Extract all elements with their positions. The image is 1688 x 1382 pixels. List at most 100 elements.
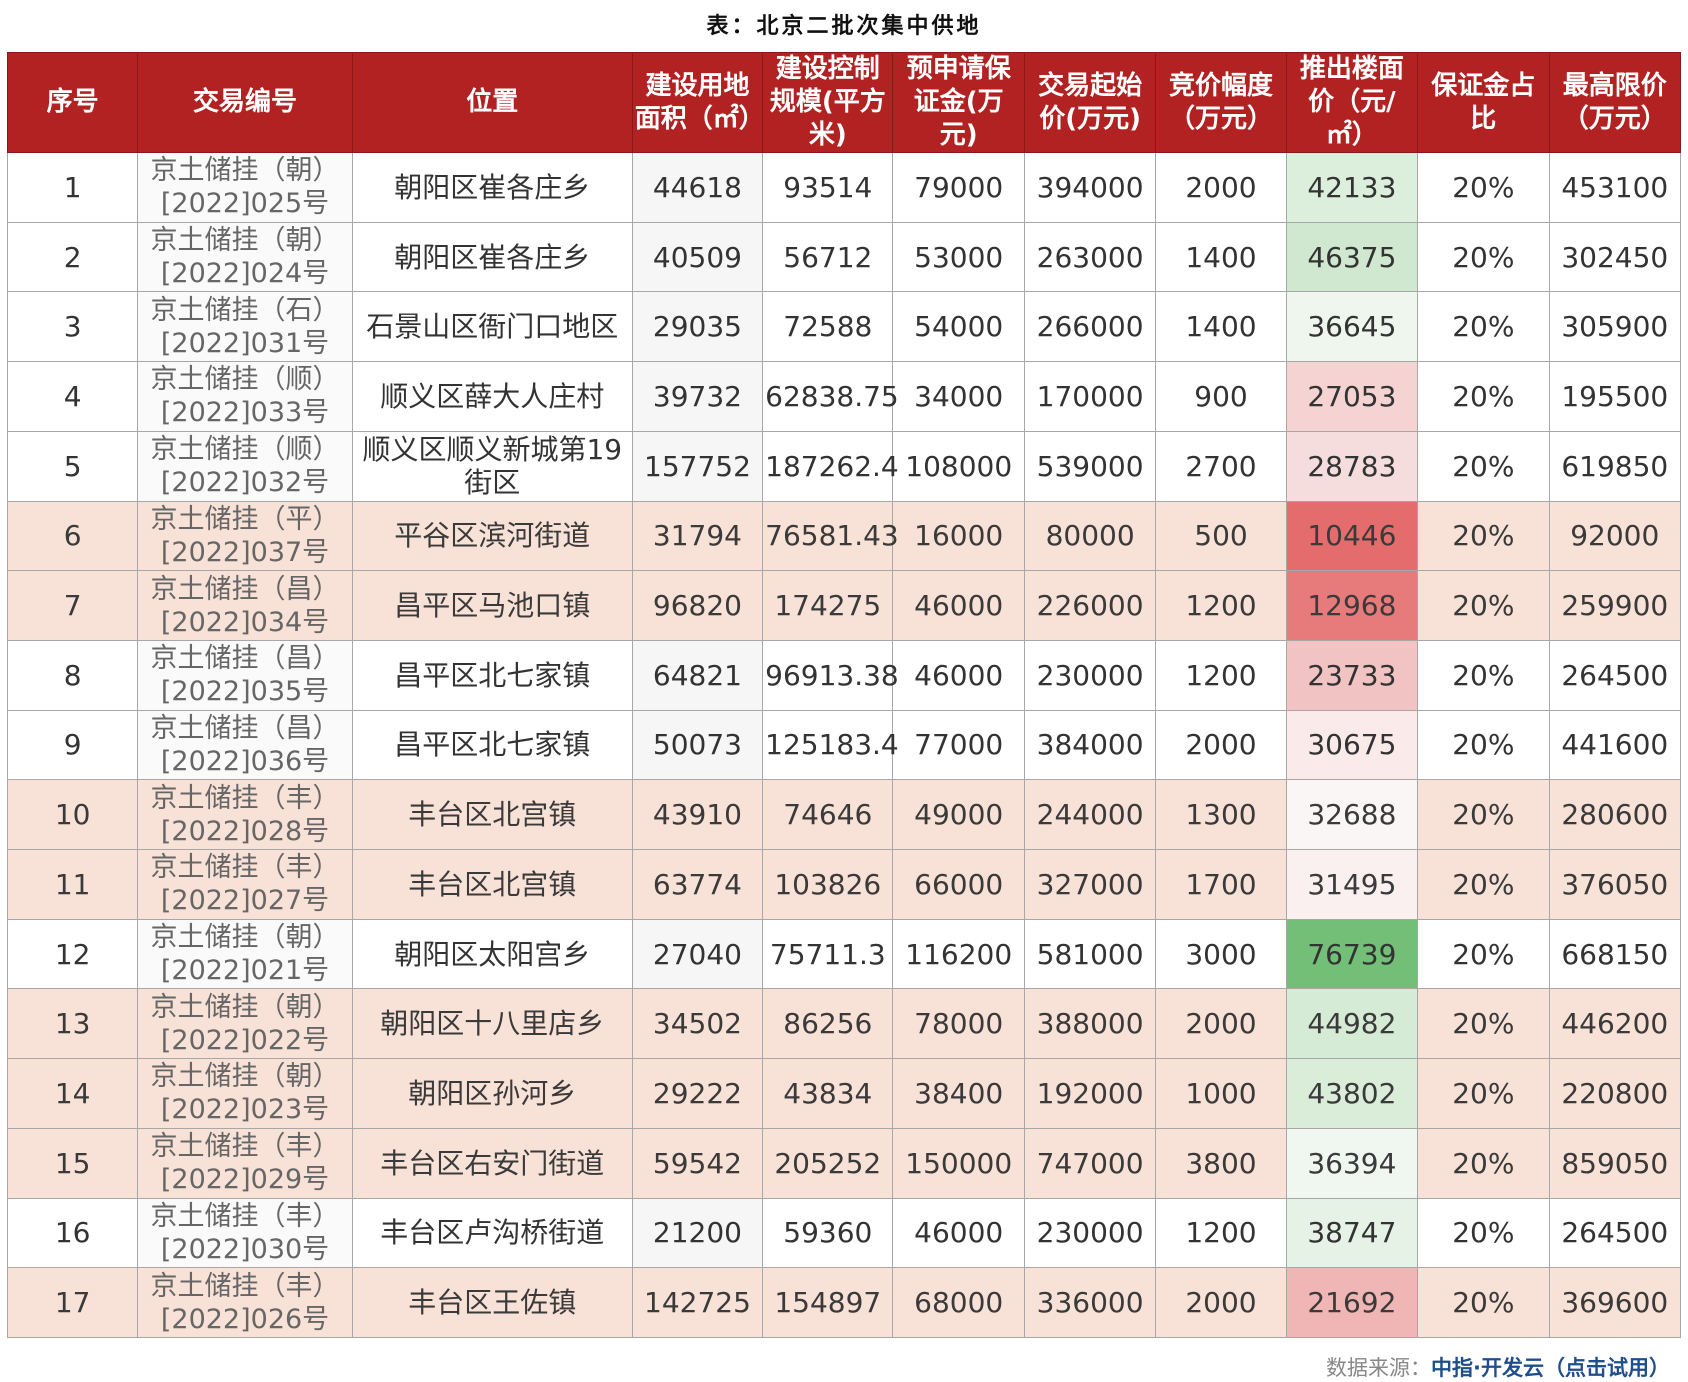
location-cell: 朝阳区太阳宫乡 [351,918,633,990]
floor-price-cell: 27053 [1285,361,1419,432]
build-scale-cell: 205252 [762,1127,894,1199]
header-cell: 预申请保证金(万元) [892,52,1025,153]
start-price-cell: 244000 [1023,779,1157,851]
start-price-cell: 266000 [1023,291,1157,363]
row-number-cell: 2 [6,221,139,293]
land-area-cell: 44618 [631,152,764,223]
land-area-cell: 39732 [631,361,764,432]
row-number-cell: 7 [6,570,139,641]
trade-code-cell: 京土储挂（昌） [2022]036号 [137,709,353,781]
start-price-cell: 80000 [1023,500,1157,572]
location-cell: 丰台区北宫镇 [351,779,633,851]
trade-code-line: [2022]034号 [160,606,330,638]
max-price-cell: 441600 [1548,709,1682,781]
build-scale-cell: 76581.43 [762,500,899,572]
deposit-ratio-cell: 20% [1417,570,1550,641]
floor-price-cell: 38747 [1285,1197,1419,1269]
table-row: 8 京土储挂（昌） [2022]035号 昌平区北七家镇 64821 96913.38 46… [6,639,1682,711]
location-cell: 朝阳区崔各庄乡 [351,221,633,293]
table-row: 3 京土储挂（石） [2022]031号 石景山区衙门口地区 29035 72588 540… [6,291,1682,363]
trade-code-line: 京土储挂（顺） [150,434,340,466]
land-area-cell: 142725 [631,1267,764,1338]
start-price-cell: 170000 [1023,361,1157,432]
deposit-cell: 78000 [892,988,1025,1060]
bid-step-cell: 2700 [1155,430,1287,502]
table-row: 7 京土储挂（昌） [2022]034号 昌平区马池口镇 96820 174275 4600… [6,570,1682,641]
bid-step-cell: 1200 [1155,570,1287,641]
build-scale-cell: 187262.4 [762,430,899,502]
trade-code-line: 京土储挂（平） [150,503,340,535]
table-row: 10 京土储挂（丰） [2022]028号 丰台区北宫镇 43910 74646 49000… [6,779,1682,851]
deposit-ratio-cell: 20% [1417,1197,1550,1269]
max-price-cell: 446200 [1548,988,1682,1060]
table-row: 16 京土储挂（丰） [2022]030号 丰台区卢沟桥街道 21200 59360 460… [6,1197,1682,1269]
deposit-cell: 54000 [892,291,1025,363]
table-row: 1 京土储挂（朝） [2022]025号 朝阳区崔各庄乡 44618 93514 79000… [6,152,1682,223]
trade-code-line: [2022]021号 [160,955,330,987]
trade-code-cell: 京土储挂（平） [2022]037号 [137,500,353,572]
bid-step-cell: 3800 [1155,1127,1287,1199]
header-cell: 最高限价（万元） [1548,52,1682,153]
row-number-cell: 11 [6,849,139,920]
trade-code-line: [2022]025号 [160,188,330,220]
floor-price-cell: 30675 [1285,709,1419,781]
deposit-ratio-cell: 20% [1417,988,1550,1060]
table-row: 5 京土储挂（顺） [2022]032号 顺义区顺义新城第19街区 157752 1872… [6,430,1682,502]
table-row: 2 京土储挂（朝） [2022]024号 朝阳区崔各庄乡 40509 56712 53000… [6,221,1682,293]
trade-code-line: 京土储挂（丰） [150,1270,340,1302]
trade-code-line: [2022]035号 [160,676,330,708]
deposit-ratio-cell: 20% [1417,709,1550,781]
table-row: 12 京土储挂（朝） [2022]021号 朝阳区太阳宫乡 27040 75711.3 11… [6,918,1682,990]
floor-price-cell: 21692 [1285,1267,1419,1338]
bid-step-cell: 2000 [1155,988,1287,1060]
deposit-cell: 77000 [892,709,1025,781]
max-price-cell: 259900 [1548,570,1682,641]
build-scale-cell: 96913.38 [762,639,899,711]
bid-step-cell: 2000 [1155,1267,1287,1338]
row-number-cell: 14 [6,1058,139,1129]
max-price-cell: 369600 [1548,1267,1682,1338]
deposit-ratio-cell: 20% [1417,361,1550,432]
bid-step-cell: 1000 [1155,1058,1287,1129]
trade-code-cell: 京土储挂（昌） [2022]034号 [137,570,353,641]
max-price-cell: 264500 [1548,1197,1682,1269]
row-number-cell: 4 [6,361,139,432]
bid-step-cell: 1400 [1155,291,1287,363]
floor-price-cell: 46375 [1285,221,1419,293]
location-cell: 顺义区薛大人庄村 [351,361,633,432]
row-number-cell: 16 [6,1197,139,1269]
trade-code-cell: 京土储挂（丰） [2022]028号 [137,779,353,851]
trade-code-cell: 京土储挂（昌） [2022]035号 [137,639,353,711]
source-brand-link[interactable]: 中指·开发云（点击试用） [1431,1356,1670,1380]
trade-code-cell: 京土储挂（朝） [2022]025号 [137,152,353,223]
trade-code-line: 京土储挂（石） [150,294,340,326]
start-price-cell: 192000 [1023,1058,1157,1129]
source-label: 数据来源： [1326,1356,1432,1380]
start-price-cell: 388000 [1023,988,1157,1060]
location-cell: 丰台区卢沟桥街道 [351,1197,633,1269]
trade-code-line: [2022]028号 [160,815,330,847]
trade-code-line: 京土储挂（昌） [150,643,340,675]
land-area-cell: 31794 [631,500,764,572]
deposit-cell: 46000 [892,1197,1025,1269]
data-source-footer: 数据来源：中指·开发云（点击试用） [1326,1352,1670,1382]
row-number-cell: 8 [6,639,139,711]
floor-price-cell: 23733 [1285,639,1419,711]
deposit-ratio-cell: 20% [1417,291,1550,363]
bid-step-cell: 500 [1155,500,1287,572]
header-cell: 建设控制规模(平方米) [762,52,894,153]
max-price-cell: 92000 [1548,500,1682,572]
land-area-cell: 50073 [631,709,764,781]
table-header-row: 序号 交易编号 位置 建设用地面积（㎡） 建设控制规模(平方米) 预申请保证金(… [6,52,1682,153]
build-scale-cell: 43834 [762,1058,894,1129]
deposit-cell: 108000 [892,430,1025,502]
start-price-cell: 747000 [1023,1127,1157,1199]
location-cell: 朝阳区十八里店乡 [351,988,633,1060]
deposit-ratio-cell: 20% [1417,430,1550,502]
location-cell: 朝阳区崔各庄乡 [351,152,633,223]
start-price-cell: 394000 [1023,152,1157,223]
floor-price-cell: 43802 [1285,1058,1419,1129]
build-scale-cell: 72588 [762,291,894,363]
trade-code-line: [2022]024号 [160,258,330,290]
trade-code-line: 京土储挂（顺） [150,364,340,396]
